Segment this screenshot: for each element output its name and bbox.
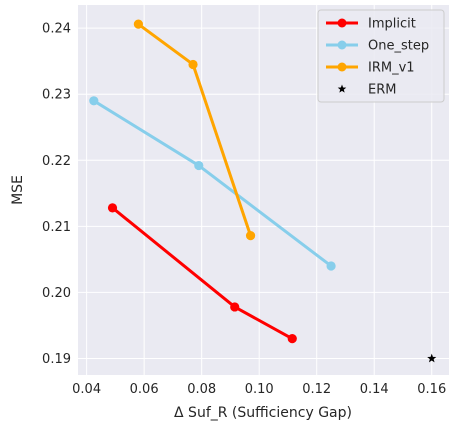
series-one-step-point (326, 261, 336, 271)
y-tick-label: 0.23 (42, 88, 71, 103)
series-one-step-point (89, 96, 99, 106)
x-tick-label: 0.12 (302, 382, 331, 397)
x-tick-label: 0.08 (187, 382, 216, 397)
y-tick-label: 0.21 (42, 220, 71, 235)
series-erm-point (427, 353, 437, 363)
y-axis-label: MSE (10, 175, 26, 205)
series-irm-v1 (133, 19, 256, 241)
legend-item-implicit: Implicit (326, 17, 416, 32)
legend-label-irm-v1: IRM_v1 (368, 61, 415, 76)
series-irm-v1-point (133, 19, 143, 29)
legend-label-implicit: Implicit (368, 17, 416, 32)
series-implicit (107, 203, 297, 344)
x-tick-label: 0.14 (360, 382, 389, 397)
series-one-step (89, 96, 336, 271)
series-implicit-point (107, 203, 118, 213)
x-axis-label: Δ Suf_R (Sufficiency Gap) (174, 405, 352, 421)
x-tick-label: 0.10 (245, 382, 274, 397)
x-tick-label: 0.06 (130, 382, 159, 397)
legend-label-one-step: One_step (368, 39, 429, 54)
legend: Implicit One_step IRM_v1 ERM (317, 9, 445, 103)
legend-item-irm-v1: IRM_v1 (326, 61, 415, 76)
legend-marker-irm-v1 (337, 62, 347, 72)
legend-marker-one-step (337, 40, 347, 50)
legend-marker-implicit (337, 18, 347, 28)
legend-box (317, 9, 445, 103)
legend-item-erm: ERM (337, 83, 396, 98)
series-irm-v1-point (188, 59, 198, 70)
x-tick-label: 0.04 (72, 382, 101, 397)
legend-marker-erm (337, 84, 347, 93)
series-group (89, 19, 437, 363)
legend-item-one-step: One_step (326, 39, 429, 54)
grid (78, 5, 449, 375)
series-implicit-point (230, 302, 240, 312)
legend-label-erm: ERM (368, 83, 396, 98)
x-tick-labels: 0.04 0.06 0.08 0.10 0.12 0.14 0.16 (72, 382, 446, 397)
y-tick-label: 0.24 (42, 22, 71, 37)
series-one-step-point (194, 160, 204, 171)
series-irm-v1-point (245, 230, 256, 241)
y-tick-label: 0.19 (42, 352, 71, 367)
y-tick-label: 0.20 (42, 286, 71, 301)
x-tick-label: 0.16 (417, 382, 446, 397)
y-tick-labels: 0.19 0.20 0.21 0.22 0.23 0.24 (42, 22, 71, 367)
y-tick-label: 0.22 (42, 154, 71, 169)
series-erm (427, 353, 437, 363)
series-implicit-point (287, 334, 297, 344)
